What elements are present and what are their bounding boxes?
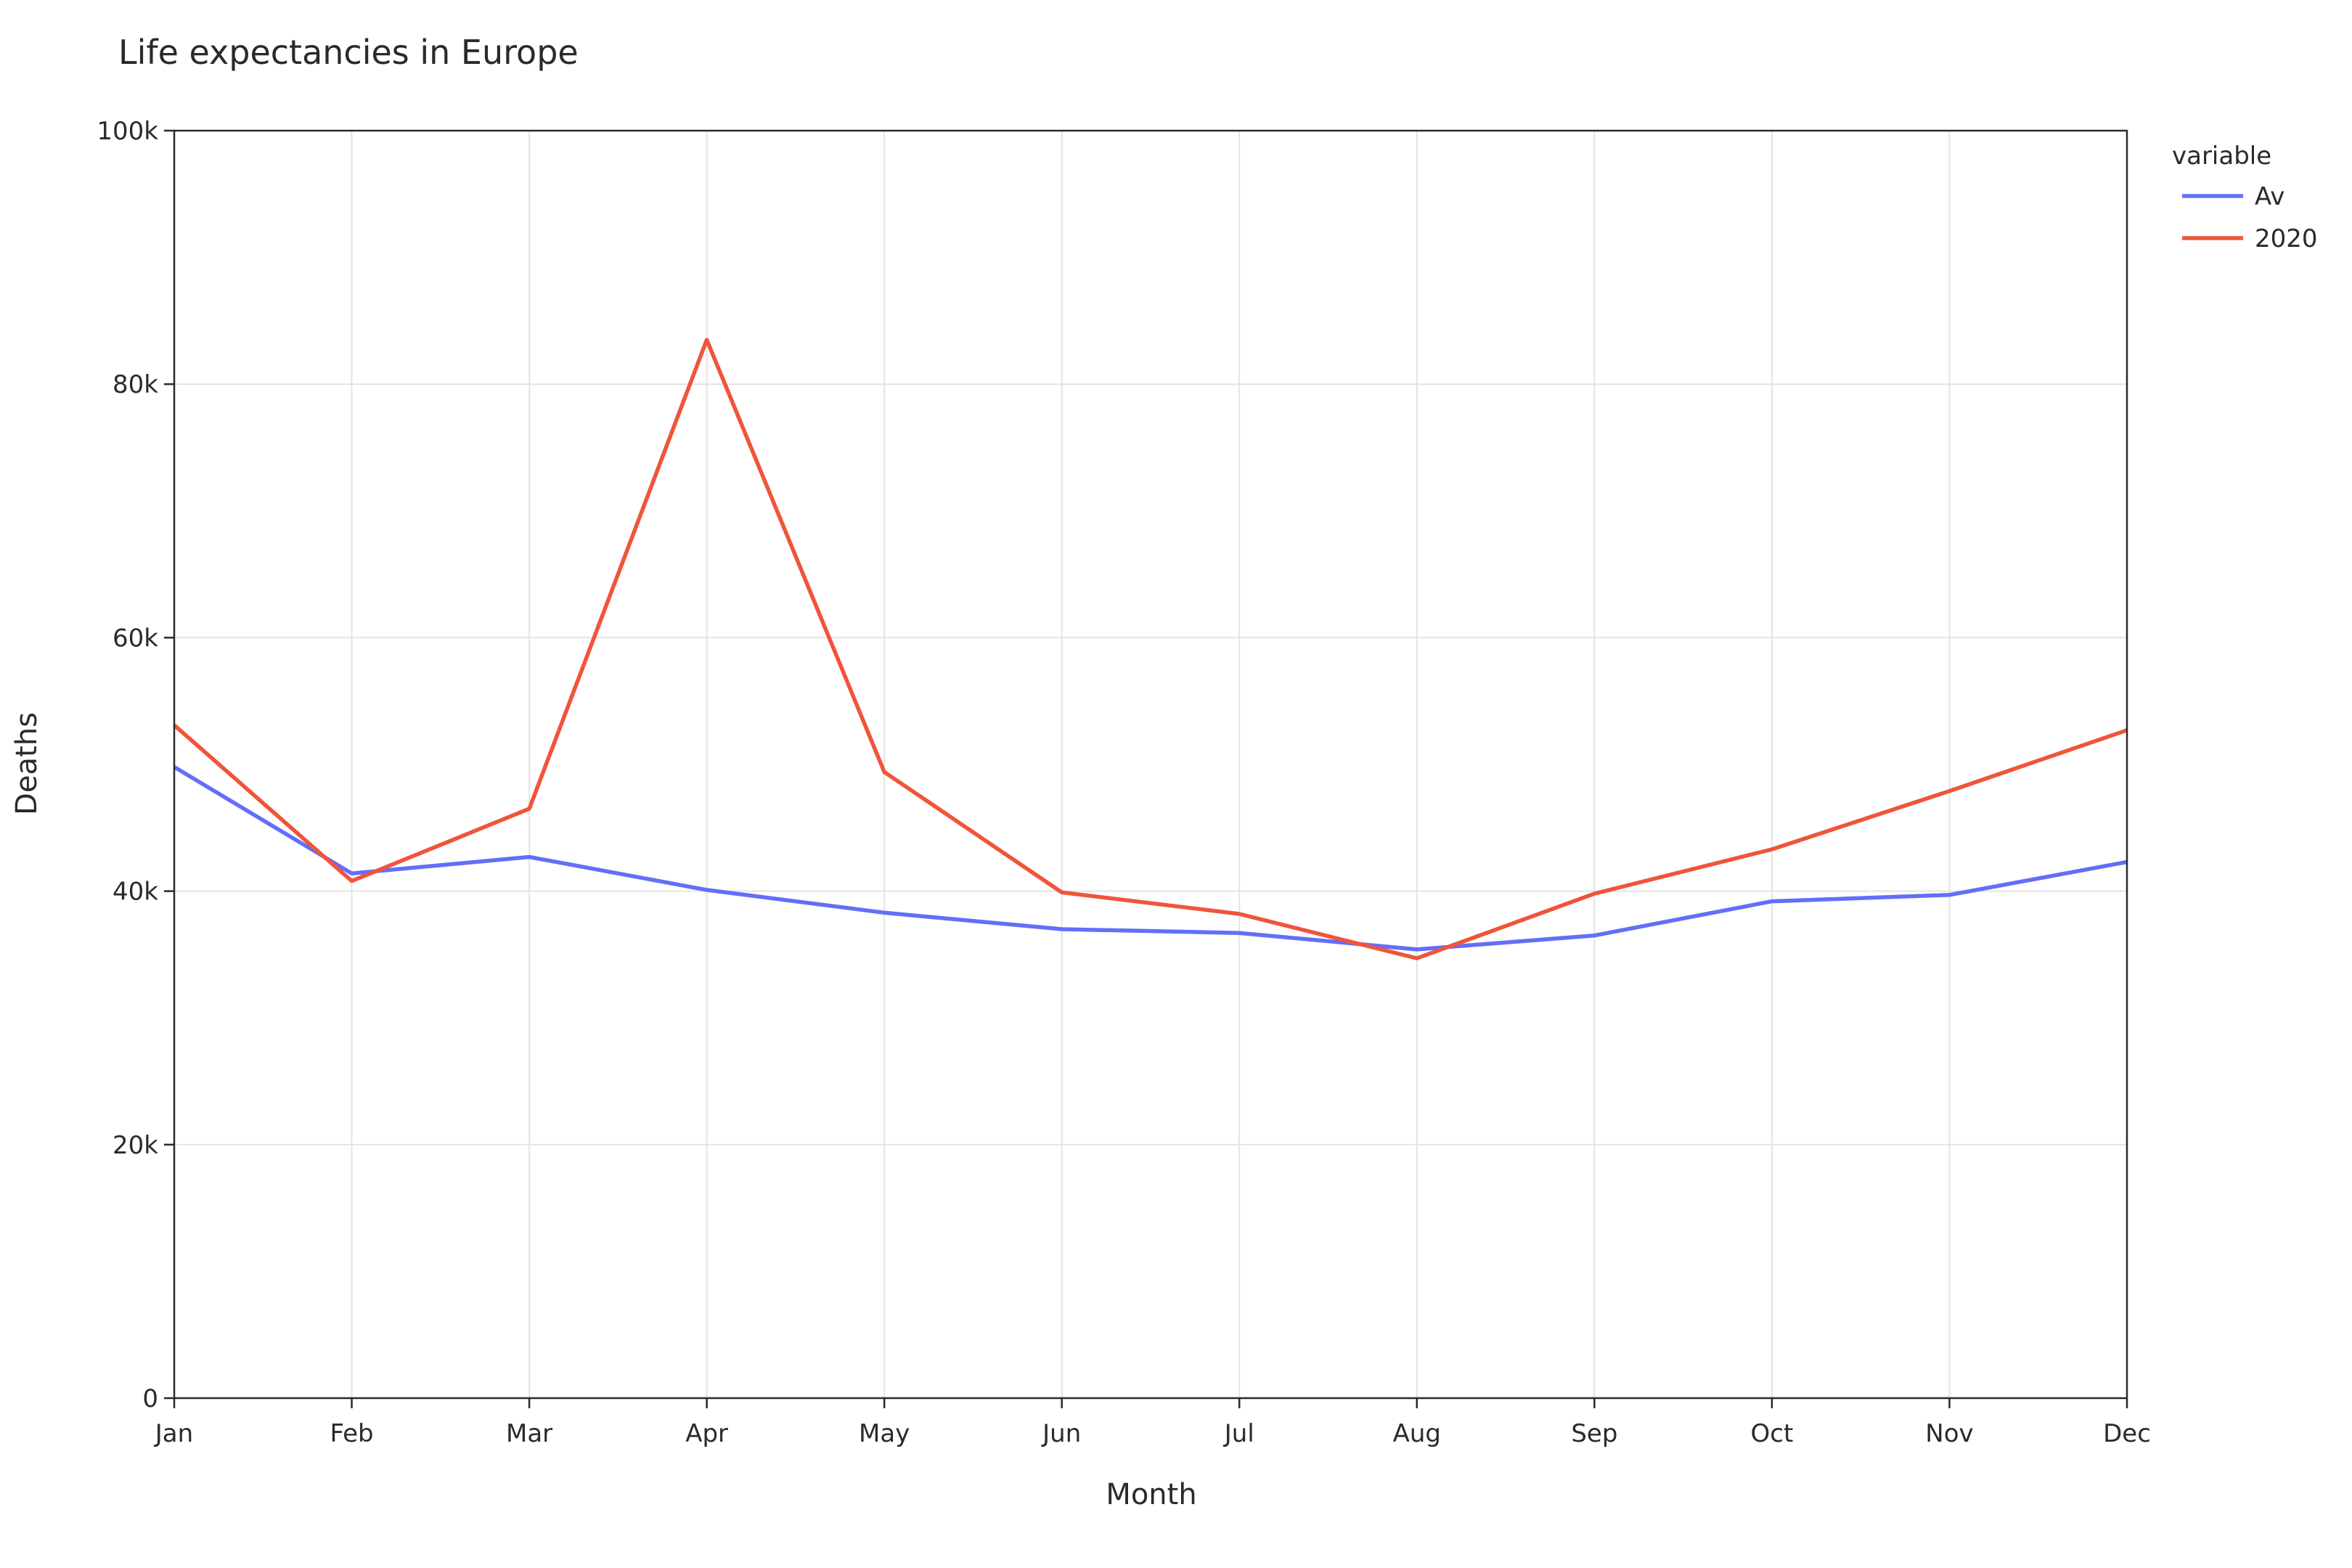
series-line-Av [173,765,2128,952]
plot-frame [173,129,2128,1400]
y-tick-label: 20k [113,1131,158,1160]
legend-label-2020: 2020 [2255,224,2318,253]
chart-title: Life expectancies in Europe [118,33,579,72]
x-tick-label: Jan [154,1419,193,1448]
x-tick-label: Apr [685,1419,728,1448]
x-tick-label: Mar [506,1419,552,1448]
x-tick-label: Feb [330,1419,373,1448]
x-axis-title: Month [1106,1478,1196,1511]
x-tick-label: Sep [1571,1419,1617,1448]
legend-title: variable [2172,142,2271,171]
series-line-2020 [173,338,2128,960]
y-axis-title: Deaths [10,712,44,815]
x-tick-label: Jul [1223,1419,1254,1448]
y-tick-label: 100k [97,117,158,146]
x-tick-label: Aug [1393,1419,1441,1448]
y-tick-label: 40k [113,878,158,907]
series-lines [173,338,2128,960]
y-tick-label: 0 [142,1384,158,1413]
x-tick-label: Nov [1925,1419,1973,1448]
x-axis-ticks: Jan Feb Mar Apr May Jun Jul Aug Sep Oct Nov Dec [154,1398,2151,1448]
gridlines [173,130,2128,1399]
y-tick-label: 60k [113,624,158,653]
legend: variable Av 2020 [2172,142,2318,253]
legend-label-Av: Av [2255,182,2284,211]
x-tick-label: Oct [1751,1419,1794,1448]
y-tick-label: 80k [113,370,158,399]
x-tick-label: Dec [2103,1419,2151,1448]
x-tick-label: May [859,1419,910,1448]
y-axis-ticks: 0 20k 40k 60k 80k 100k [97,117,174,1413]
x-tick-label: Jun [1041,1419,1081,1448]
